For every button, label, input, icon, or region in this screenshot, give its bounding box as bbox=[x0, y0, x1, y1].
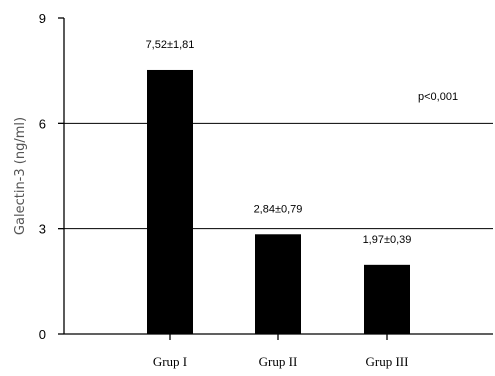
x-tick-label: Grup I bbox=[153, 354, 187, 369]
y-tick-label: 0 bbox=[39, 327, 46, 342]
y-ticks: 0 3 6 9 bbox=[39, 11, 64, 342]
data-labels: 7,52±1,81 2,84±0,79 1,97±0,39 bbox=[146, 39, 412, 246]
bar-2 bbox=[255, 234, 301, 334]
p-value-annotation: p<0,001 bbox=[418, 91, 458, 103]
bars bbox=[147, 69, 410, 334]
bar-value-label: 2,84±0,79 bbox=[254, 203, 303, 215]
x-tick-label: Grup III bbox=[366, 354, 409, 369]
y-axis-title: Galectin-3 (ng/ml) bbox=[13, 117, 28, 235]
y-tick-label: 9 bbox=[39, 11, 46, 26]
x-tick-label: Grup II bbox=[259, 354, 298, 369]
bar-3 bbox=[364, 264, 410, 334]
y-tick-label: 6 bbox=[39, 116, 46, 131]
bar-value-label: 7,52±1,81 bbox=[146, 39, 195, 51]
x-ticks: Grup I Grup II Grup III bbox=[153, 334, 409, 369]
y-tick-label: 3 bbox=[39, 222, 46, 237]
bar-1 bbox=[147, 69, 193, 334]
gridlines bbox=[64, 122, 493, 230]
bar-value-label: 1,97±0,39 bbox=[363, 234, 412, 246]
